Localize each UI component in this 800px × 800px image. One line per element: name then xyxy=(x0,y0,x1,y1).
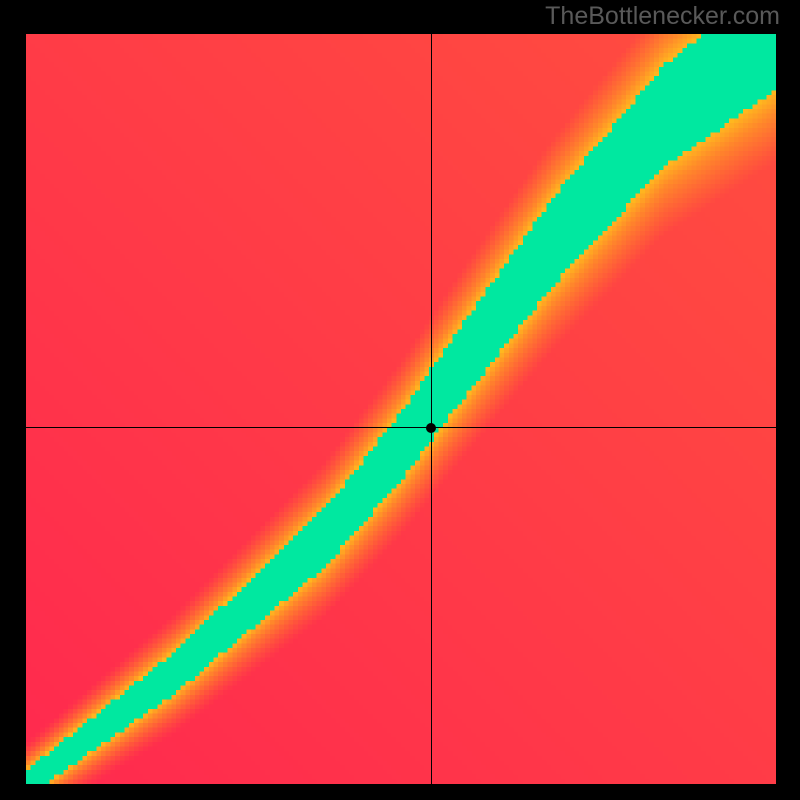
bottleneck-heatmap xyxy=(26,34,776,784)
crosshair-vertical xyxy=(431,34,432,784)
watermark-text: TheBottlenecker.com xyxy=(545,2,780,31)
crosshair-horizontal xyxy=(26,427,776,428)
marker-dot xyxy=(426,423,436,433)
